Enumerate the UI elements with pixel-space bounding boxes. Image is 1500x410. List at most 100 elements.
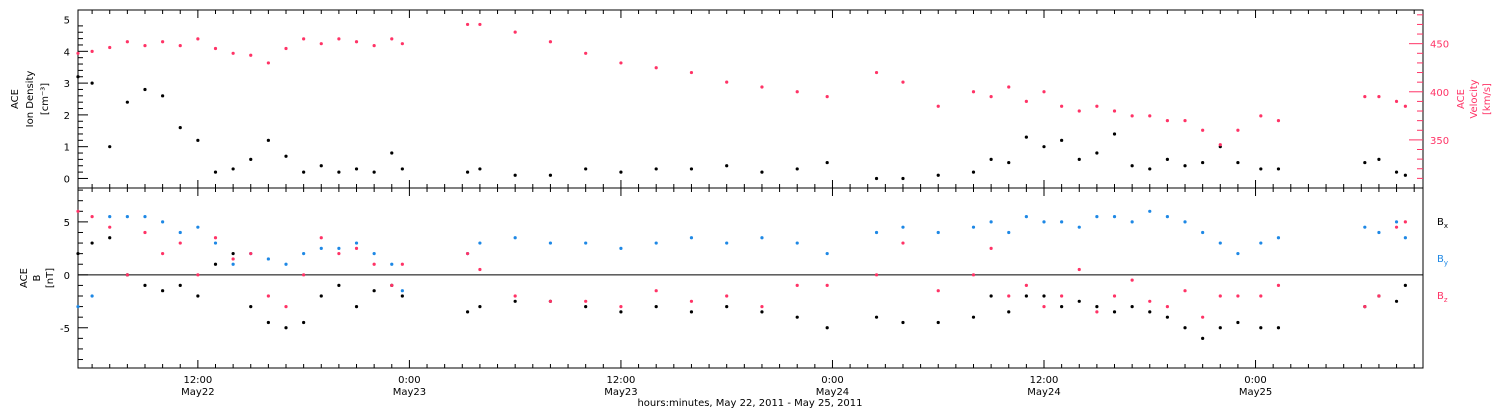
density-point — [689, 167, 694, 171]
bx-point — [266, 320, 270, 325]
density-point — [1042, 145, 1046, 149]
density-point — [125, 100, 129, 104]
by-point — [196, 225, 200, 229]
bx-point — [1394, 299, 1399, 303]
bz-point — [1363, 304, 1367, 309]
density-point — [1095, 151, 1099, 155]
velocity-point — [1377, 94, 1381, 99]
bz-point — [372, 262, 376, 266]
bx-point — [161, 289, 165, 293]
density-point — [1007, 160, 1011, 165]
velocity-point — [901, 80, 905, 84]
velocity-point — [548, 40, 553, 44]
bz-point — [619, 304, 623, 309]
velocity-point — [1403, 104, 1407, 108]
bz-point — [513, 294, 517, 298]
velocity-point — [584, 51, 588, 55]
bx-point — [143, 283, 147, 288]
by-point — [1183, 220, 1187, 224]
bx-point — [1236, 320, 1240, 325]
bz-points — [76, 209, 1407, 319]
x-tick-label-date: May25 — [1239, 387, 1272, 398]
velocity-tick-label: 450 — [1430, 40, 1449, 51]
velocity-point — [1183, 119, 1187, 123]
bx-point — [1024, 294, 1028, 298]
by-point — [1024, 214, 1028, 219]
x-axis-title: hours:minutes, May 22, 2011 - May 25, 20… — [637, 398, 862, 409]
velocity-point — [874, 70, 879, 75]
bx-point — [825, 326, 829, 330]
legend-bz-sub: z — [1444, 296, 1448, 304]
by-point — [319, 246, 323, 250]
velocity-point — [1024, 99, 1028, 104]
by-point — [548, 241, 553, 245]
b-tick-label: -5 — [60, 324, 70, 335]
x-tick-label-date: May24 — [816, 387, 849, 398]
velocity-axis-label-line3: [km/s] — [1482, 83, 1493, 115]
by-point — [161, 220, 165, 224]
density-point — [513, 173, 517, 177]
density-point — [143, 87, 147, 92]
bz-point — [90, 214, 94, 219]
by-point — [1377, 230, 1381, 235]
by-point — [825, 252, 829, 256]
by-point — [1403, 236, 1407, 240]
by-point — [284, 262, 288, 266]
velocity-point — [1112, 109, 1117, 113]
by-point — [1148, 209, 1152, 213]
bz-point — [689, 299, 694, 303]
density-point — [1259, 167, 1263, 171]
bz-point — [1377, 294, 1381, 298]
bz-point — [400, 262, 404, 266]
bx-point — [108, 236, 112, 240]
bx-point — [284, 326, 288, 330]
bx-point — [989, 294, 993, 298]
density-point — [76, 75, 80, 79]
x-tick-label-time: 0:00 — [398, 375, 420, 386]
by-point — [125, 214, 129, 219]
legend-by-sub: y — [1444, 259, 1448, 267]
legend-bz: Bz — [1437, 291, 1448, 304]
velocity-point — [196, 37, 200, 41]
bz-point — [1060, 294, 1064, 298]
legend-by-label: B — [1437, 254, 1444, 265]
by-point — [971, 225, 976, 229]
by-point — [231, 262, 235, 266]
by-point — [400, 289, 404, 293]
density-point — [372, 170, 376, 174]
bx-point — [725, 304, 729, 309]
legend-bx: Bx — [1437, 217, 1448, 230]
by-point — [143, 214, 147, 219]
bz-point — [1130, 278, 1134, 282]
bx-point — [1007, 310, 1011, 314]
bz-point — [196, 273, 200, 277]
velocity-point — [249, 53, 253, 57]
velocity-point — [760, 85, 764, 89]
velocity-point — [125, 40, 129, 44]
velocity-point — [354, 40, 359, 44]
b-tick-label: 5 — [64, 218, 70, 229]
density-point — [302, 170, 306, 174]
bx-point — [178, 283, 182, 288]
b-axis-ticks: -5 0 5 — [60, 189, 88, 361]
density-point — [284, 154, 288, 158]
x-tick-label-time: 12:00 — [607, 375, 636, 386]
velocity-point — [108, 45, 112, 50]
bz-point — [825, 283, 829, 288]
bottom-panel-frame — [77, 187, 1424, 369]
x-tick-label-date: May23 — [604, 387, 637, 398]
density-point — [161, 94, 165, 98]
velocity-point — [372, 44, 376, 48]
bz-point — [795, 283, 799, 288]
density-point — [354, 167, 359, 171]
bx-points — [76, 236, 1407, 340]
by-point — [1394, 220, 1399, 224]
velocity-point — [161, 40, 165, 44]
bz-point — [337, 252, 341, 256]
by-point — [354, 241, 359, 245]
velocity-point — [213, 46, 218, 51]
density-axis-label-line2: Ion Density — [25, 71, 36, 128]
bz-point — [465, 252, 470, 256]
by-points — [76, 209, 1407, 309]
